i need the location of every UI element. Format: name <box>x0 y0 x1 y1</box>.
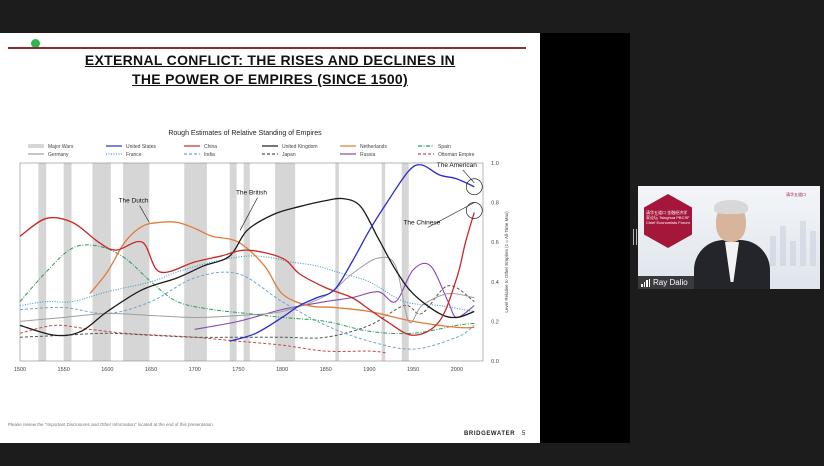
annotation-arrow-0 <box>139 205 150 223</box>
x-tick-label-7: 1850 <box>320 367 332 373</box>
x-tick-label-2: 1600 <box>101 367 113 373</box>
top-toolbar <box>0 0 824 33</box>
war-band-0 <box>38 163 47 361</box>
y-tick-label-1: 0.2 <box>491 319 499 325</box>
page-number: 5 <box>522 431 526 437</box>
annotation-arrow-3 <box>427 202 475 228</box>
forum-hexagon-text: 清华五道口 金融经济学家论坛 Tsinghua PBCSF Chief Econ… <box>646 210 690 225</box>
highlight-circle-china <box>465 202 483 219</box>
annotation-arrow-2 <box>462 169 475 183</box>
shared-slide: EXTERNAL CONFLICT: THE RISES AND DECLINE… <box>0 33 540 443</box>
war-band-6 <box>243 163 250 361</box>
series-line-india <box>19 271 475 350</box>
chart-title: Rough Estimates of Relative Standing of … <box>168 130 322 137</box>
screen-share-margin <box>540 33 630 443</box>
legend-swatch-wars <box>28 144 44 148</box>
forum-corner-logo: 清华五道口 <box>786 192 806 197</box>
y-tick-label-5: 1.0 <box>491 161 499 167</box>
series-line-russia <box>194 262 475 330</box>
legend-label-10: Russia <box>360 152 376 158</box>
y-tick-label-2: 0.4 <box>491 280 499 286</box>
signal-strength-icon <box>641 278 650 287</box>
legend-label-11: Ottoman Empire <box>438 152 475 158</box>
x-tick-label-0: 1500 <box>14 367 26 373</box>
series-line-japan <box>19 285 475 339</box>
series-line-china <box>19 212 475 336</box>
bottom-toolbar <box>0 443 824 466</box>
legend-label-2: China <box>204 144 217 150</box>
slide-title-line2: THE POWER OF EMPIRES (SINCE 1500) <box>132 71 408 87</box>
series-line-ottoman-empire <box>19 324 387 354</box>
x-tick-label-1: 1550 <box>58 367 70 373</box>
war-band-1 <box>63 163 72 361</box>
series-line-united-states <box>229 164 475 342</box>
participant-name-tag: Ray Dalio <box>638 276 694 289</box>
legend-label-7: France <box>126 152 142 158</box>
war-band-7 <box>275 163 296 361</box>
forum-hexagon-logo <box>644 194 692 248</box>
highlight-circle-us <box>465 178 483 196</box>
participant-video[interactable]: 清华五道口 金融经济学家论坛 Tsinghua PBCSF Chief Econ… <box>638 186 820 289</box>
y-tick-label-3: 0.6 <box>491 240 499 246</box>
slide-title-line1: EXTERNAL CONFLICT: THE RISES AND DECLINE… <box>84 52 456 68</box>
series-line-spain <box>19 244 475 335</box>
annotation-3: The Chinese <box>403 219 440 226</box>
series-line-germany <box>19 256 475 324</box>
empires-line-chart: 1500 1550 1600 1650 1700 1750 1800 1850 1900 1950… <box>14 144 509 373</box>
x-tick-label-10: 2000 <box>451 367 463 373</box>
annotation-1: The British <box>236 190 267 197</box>
war-band-10 <box>401 163 409 361</box>
series-line-france <box>19 255 475 313</box>
legend-label-6: Germany <box>48 152 69 158</box>
disclaimer-text: Please review the "Important Disclosures… <box>8 422 215 427</box>
war-band-9 <box>381 163 386 361</box>
x-tick-label-3: 1650 <box>145 367 157 373</box>
x-tick-label-4: 1700 <box>189 367 201 373</box>
x-tick-label-8: 1900 <box>363 367 375 373</box>
legend-label-8: India <box>204 152 215 158</box>
legend-label-3: United Kingdom <box>282 144 318 150</box>
series-line-united-kingdom <box>19 197 475 337</box>
resize-handle-icon[interactable] <box>633 229 637 245</box>
war-band-3 <box>123 163 150 361</box>
legend-label-4: Netherlands <box>360 144 387 150</box>
legend-label-1: United States <box>126 144 157 150</box>
slide-divider <box>8 47 526 49</box>
x-tick-label-6: 1800 <box>276 367 288 373</box>
y-tick-label-0: 0.0 <box>491 359 499 365</box>
war-band-5 <box>229 163 237 361</box>
legend-label-9: Japan <box>282 152 296 158</box>
annotation-0: The Dutch <box>119 198 149 205</box>
y-axis-label: Level Relative to Other Empires (1 = All… <box>504 211 509 313</box>
plot-frame <box>19 162 484 362</box>
annotation-arrow-1 <box>239 197 258 231</box>
background-bars-graphic <box>770 221 816 266</box>
recording-indicator-icon <box>31 39 40 48</box>
speaker-hair <box>714 200 748 214</box>
legend-label-0: Major Wars <box>48 144 74 150</box>
x-tick-label-9: 1950 <box>407 367 419 373</box>
annotation-2: The American <box>437 162 477 169</box>
war-band-2 <box>92 163 111 361</box>
x-tick-label-5: 1750 <box>232 367 244 373</box>
participant-name: Ray Dalio <box>653 278 688 287</box>
brand-logo: BRIDGEWATER <box>464 431 516 437</box>
war-band-8 <box>335 163 339 361</box>
legend-label-5: Spain <box>438 144 451 150</box>
y-tick-label-4: 0.8 <box>491 201 499 207</box>
